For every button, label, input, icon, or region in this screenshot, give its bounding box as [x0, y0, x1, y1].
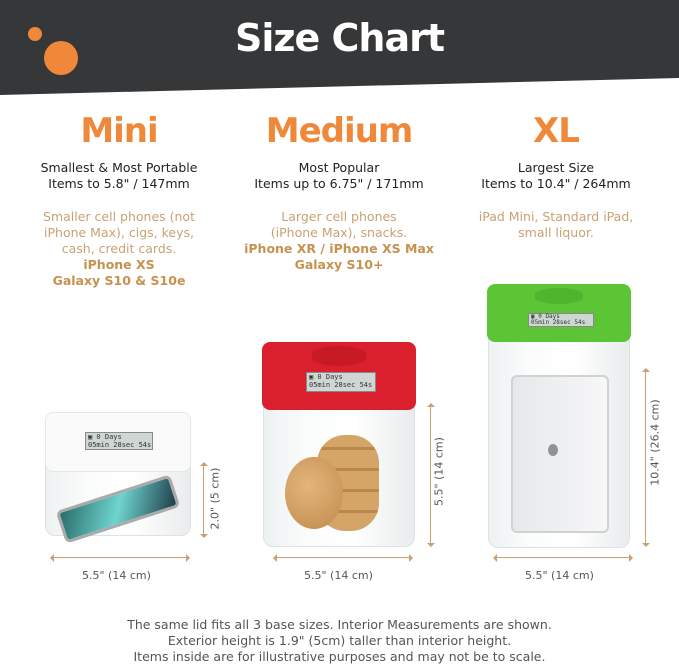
cookies-image [285, 435, 390, 531]
logo-dot-small [28, 27, 42, 41]
width-label: 5.5" (14 cm) [82, 569, 151, 582]
model-line: iPhone XS [83, 257, 155, 272]
height-label: 2.0" (5 cm) [208, 467, 222, 530]
desc-line: (iPhone Max), snacks. [270, 225, 408, 240]
size-capacity: Items to 5.8" / 147mm [48, 176, 190, 191]
width-label: 5.5" (14 cm) [525, 569, 594, 582]
size-column-medium: Medium Most Popular Items up to 6.75" / 1… [229, 108, 449, 273]
height-dimension-arrow [427, 403, 435, 547]
width-dimension-arrow [273, 554, 413, 562]
size-subtitle: Most Popular [298, 160, 380, 175]
desc-line: iPhone Max), cigs, keys, [44, 225, 194, 240]
height-dimension-arrow [200, 462, 208, 538]
desc-line: iPad Mini, Standard iPad, [478, 209, 634, 224]
header-banner [0, 0, 679, 95]
desc-line: Larger cell phones [281, 209, 397, 224]
size-column-mini: Mini Smallest & Most Portable Items to 5.… [9, 108, 229, 289]
height-label: 5.5" (14 cm) [432, 437, 446, 506]
page-title: Size Chart [234, 16, 445, 60]
width-label: 5.5" (14 cm) [304, 569, 373, 582]
tablet-image [511, 375, 609, 533]
model-line: Galaxy S10 & S10e [52, 273, 186, 288]
footer-note: The same lid fits all 3 base sizes. Inte… [0, 617, 679, 665]
desc-line: cash, credit cards. [61, 241, 177, 256]
size-name: XL [533, 111, 580, 151]
model-line: Galaxy S10+ [294, 257, 384, 272]
size-capacity: Items up to 6.75" / 171mm [254, 176, 424, 191]
size-column-xl: XL Largest Size Items to 10.4" / 264mm iP… [446, 108, 666, 241]
desc-line: Smaller cell phones (not [43, 209, 195, 224]
logo-dot-large [44, 41, 78, 75]
width-dimension-arrow [50, 554, 190, 562]
apple-logo-icon [548, 444, 558, 456]
desc-line: small liquor. [518, 225, 594, 240]
width-dimension-arrow [493, 554, 633, 562]
height-label: 10.4" (26.4 cm) [648, 399, 662, 486]
footer-line: Items inside are for illustrative purpos… [133, 649, 546, 664]
footer-line: The same lid fits all 3 base sizes. Inte… [127, 617, 552, 632]
size-name: Medium [265, 111, 414, 151]
footer-line: Exterior height is 1.9" (5cm) taller tha… [167, 633, 512, 648]
size-name: Mini [80, 111, 158, 151]
height-dimension-arrow [642, 368, 650, 547]
size-capacity: Items to 10.4" / 264mm [481, 176, 631, 191]
model-line: iPhone XR / iPhone XS Max [244, 241, 434, 256]
size-subtitle: Largest Size [517, 160, 595, 175]
size-subtitle: Smallest & Most Portable [40, 160, 198, 175]
